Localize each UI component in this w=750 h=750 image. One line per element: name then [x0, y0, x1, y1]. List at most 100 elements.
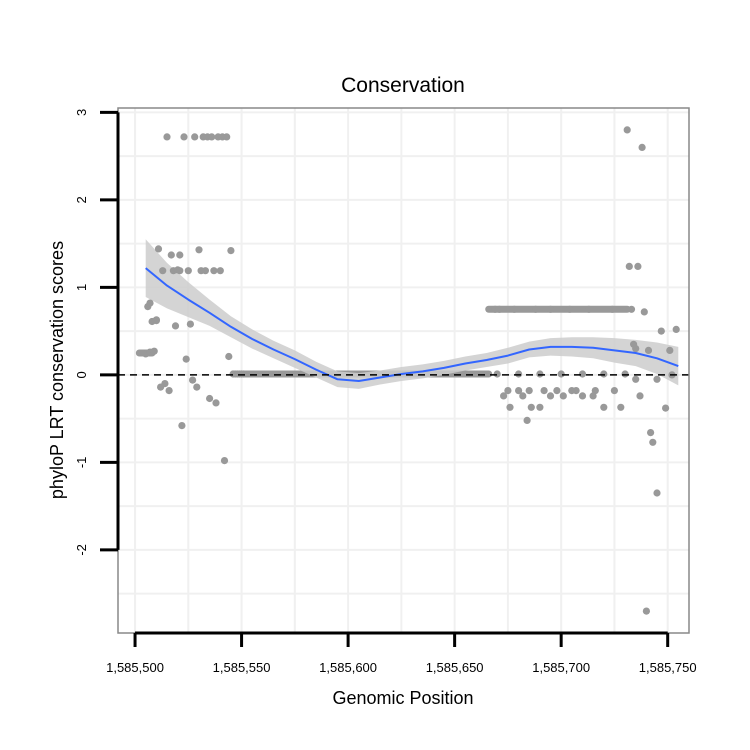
data-point — [159, 267, 167, 275]
x-tick-label: 1,585,600 — [319, 660, 377, 675]
data-point — [589, 392, 597, 400]
data-point — [642, 607, 651, 615]
y-axis-label: phyloP LRT conservation scores — [47, 241, 67, 499]
confidence-ribbon — [145, 239, 679, 389]
data-point — [662, 404, 670, 412]
data-point — [186, 320, 194, 328]
data-point — [504, 387, 512, 395]
data-point — [540, 387, 548, 395]
data-point — [640, 308, 648, 316]
data-point — [527, 403, 535, 411]
y-tick-label: -2 — [74, 544, 89, 556]
data-point — [653, 375, 661, 383]
confidence-band — [145, 239, 679, 389]
data-point — [636, 392, 644, 400]
data-point — [536, 403, 544, 411]
data-point — [546, 392, 555, 400]
data-point — [225, 352, 233, 361]
data-point — [223, 133, 231, 141]
data-point — [600, 403, 608, 411]
data-points — [142, 126, 680, 615]
data-point — [638, 143, 646, 151]
data-point — [152, 316, 160, 324]
data-point — [672, 325, 680, 333]
data-point — [165, 387, 173, 395]
y-tick-label: 1 — [74, 284, 89, 291]
data-point — [649, 438, 657, 446]
data-point — [600, 370, 608, 378]
data-point — [632, 345, 640, 353]
data-point — [161, 380, 169, 388]
smooth-line-group — [145, 267, 679, 382]
y-tick-label: 2 — [74, 196, 89, 203]
data-point — [525, 387, 533, 395]
x-tick-label: 1,585,550 — [213, 660, 271, 675]
data-point — [176, 267, 184, 275]
y-tick-label: 0 — [74, 371, 89, 378]
data-point — [510, 305, 518, 313]
data-point — [519, 392, 527, 400]
data-point — [608, 305, 616, 313]
data-point — [523, 416, 531, 424]
data-point — [657, 327, 665, 335]
data-point — [500, 392, 508, 400]
data-point — [195, 246, 203, 254]
data-point — [193, 383, 201, 391]
data-point — [220, 457, 229, 465]
data-point — [644, 346, 653, 354]
data-point — [240, 370, 248, 378]
data-point — [176, 251, 184, 259]
data-point — [493, 370, 501, 378]
data-point — [578, 392, 587, 400]
data-point — [566, 305, 574, 313]
data-point — [216, 267, 224, 275]
data-point — [212, 399, 220, 407]
y-tick-label: 3 — [74, 109, 89, 116]
data-point — [666, 346, 674, 354]
data-point — [617, 403, 625, 411]
data-point — [184, 267, 192, 275]
data-point — [585, 305, 593, 313]
data-point — [208, 133, 216, 141]
data-point — [180, 133, 188, 141]
data-point — [647, 429, 655, 437]
chart-title: Conservation — [341, 74, 465, 97]
data-point — [621, 370, 629, 378]
data-point — [506, 403, 514, 411]
x-tick-label: 1,585,700 — [532, 660, 590, 675]
data-point — [632, 375, 640, 383]
data-point — [495, 305, 503, 313]
data-point — [163, 133, 171, 141]
data-point — [578, 370, 587, 378]
data-point — [515, 370, 523, 378]
data-point — [546, 305, 555, 313]
data-point — [171, 322, 180, 330]
data-point — [536, 370, 544, 378]
y-tick-label: -1 — [74, 457, 89, 469]
data-point — [150, 347, 158, 355]
data-point — [559, 392, 567, 400]
data-point — [653, 489, 661, 497]
data-point — [634, 262, 642, 270]
data-point — [206, 394, 214, 403]
x-tick-label: 1,585,500 — [106, 660, 164, 675]
grid-lines — [118, 108, 689, 633]
data-point — [210, 267, 218, 275]
data-point — [532, 305, 540, 313]
smooth-line — [145, 267, 679, 382]
y-axis: -2 -1 0 1 2 3 — [74, 109, 120, 556]
x-tick-label: 1,585,650 — [426, 660, 484, 675]
data-point — [167, 251, 175, 259]
data-point — [625, 262, 633, 270]
x-axis: 1,585,500 1,585,550 1,585,600 1,585,650 1,58… — [106, 631, 697, 675]
data-point — [623, 126, 631, 134]
data-point — [568, 387, 576, 395]
data-point — [627, 305, 636, 313]
data-point — [557, 370, 565, 378]
data-point — [182, 355, 190, 363]
data-point — [227, 247, 235, 255]
data-point — [201, 267, 209, 275]
data-point — [178, 422, 186, 430]
data-point — [191, 133, 199, 141]
